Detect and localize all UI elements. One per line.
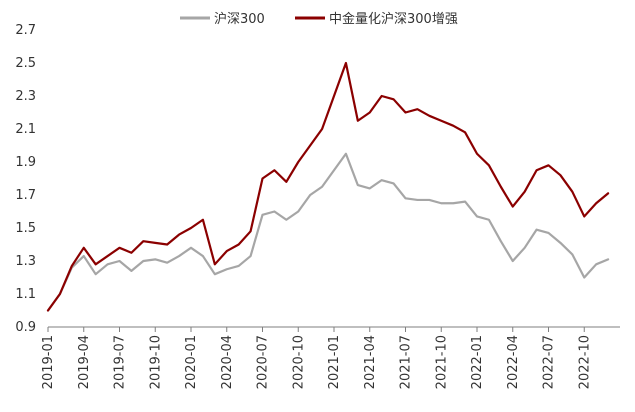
legend: 沪深300 中金量化沪深300增强 xyxy=(180,11,458,27)
y-tick-label: 2.1 xyxy=(15,122,36,137)
x-tick-label: 2020-07 xyxy=(256,335,271,389)
x-tick-label: 2021-01 xyxy=(327,335,342,389)
legend-label-cicc-enhanced: 中金量化沪深300增强 xyxy=(329,11,458,27)
y-tick-label: 2.3 xyxy=(15,89,36,104)
x-tick-label: 2019-07 xyxy=(113,335,128,389)
y-axis-ticks: 0.9 1.1 1.3 1.5 1.7 1.9 2.1 2.3 2.5 2.7 xyxy=(15,23,36,335)
x-tick-label: 2020-01 xyxy=(184,335,199,389)
series-layer xyxy=(46,61,610,312)
x-tick-label: 2022-01 xyxy=(470,335,485,389)
series-line-hs300 xyxy=(46,152,610,312)
y-tick-label: 1.1 xyxy=(15,287,36,302)
y-tick-label: 1.5 xyxy=(15,221,36,236)
y-tick-label: 2.5 xyxy=(15,56,36,71)
y-tick-label: 1.7 xyxy=(15,188,36,203)
x-axis: 2019-01 2019-04 2019-07 2019-10 2020-01 2020-… xyxy=(41,326,620,389)
series-line-cicc-enhanced xyxy=(46,61,610,312)
x-tick-label: 2021-10 xyxy=(434,335,449,389)
y-tick-label: 2.7 xyxy=(15,23,36,38)
x-tick-label: 2021-07 xyxy=(399,335,414,389)
x-tick-label: 2022-04 xyxy=(506,335,521,389)
x-tick-label: 2022-07 xyxy=(542,335,557,389)
x-tick-label: 2020-10 xyxy=(291,335,306,389)
legend-label-hs300: 沪深300 xyxy=(214,11,265,27)
y-tick-label: 1.9 xyxy=(15,155,36,170)
x-tick-label: 2020-04 xyxy=(220,335,235,389)
x-tick-label: 2021-04 xyxy=(363,335,378,389)
y-tick-label: 1.3 xyxy=(15,254,36,269)
y-tick-label: 0.9 xyxy=(15,320,36,335)
x-tick-label: 2022-10 xyxy=(577,335,592,389)
x-tick-label: 2019-01 xyxy=(41,335,56,389)
x-tick-label: 2019-10 xyxy=(148,335,163,389)
x-tick-label: 2019-04 xyxy=(77,335,92,389)
